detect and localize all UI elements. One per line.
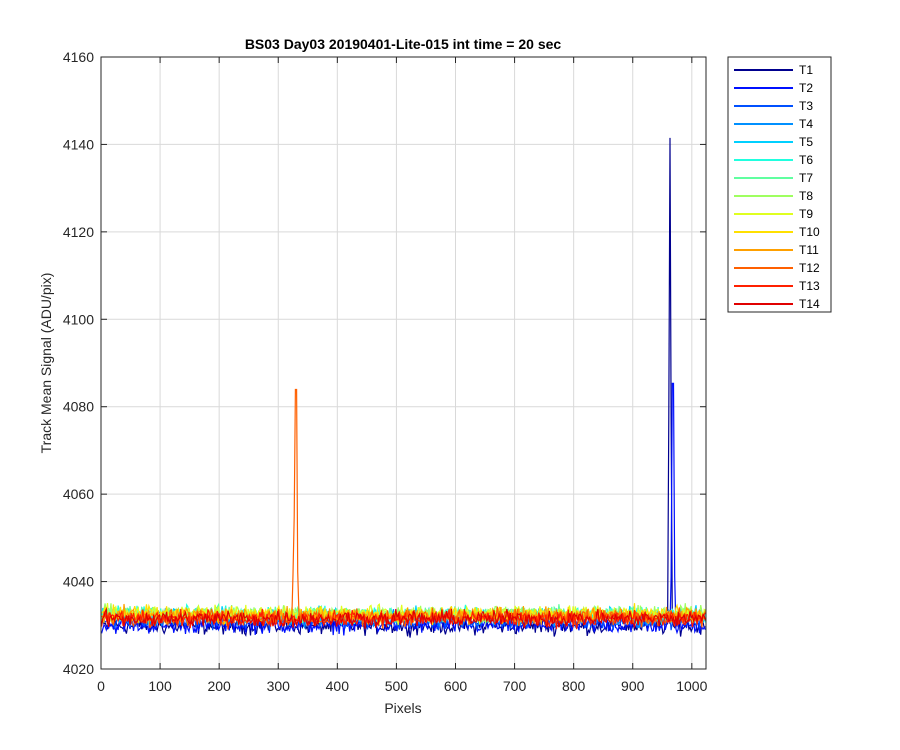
- legend-label: T12: [799, 261, 820, 275]
- series-lines: [101, 137, 706, 638]
- legend-label: T2: [799, 81, 813, 95]
- x-tick-label: 800: [562, 678, 586, 694]
- legend-label: T1: [799, 63, 813, 77]
- y-tick-label: 4040: [63, 574, 94, 590]
- legend-label: T6: [799, 153, 813, 167]
- y-tick-label: 4140: [63, 136, 94, 152]
- legend-label: T9: [799, 207, 813, 221]
- chart-title: BS03 Day03 20190401-Lite-015 int time = …: [245, 36, 562, 52]
- plot-frame: [100, 56, 707, 670]
- y-tick-label: 4120: [63, 224, 94, 240]
- x-tick-label: 300: [267, 678, 291, 694]
- y-tick-label: 4160: [63, 49, 94, 65]
- legend-label: T4: [799, 117, 813, 131]
- legend-label: T13: [799, 279, 820, 293]
- y-tick-label: 4100: [63, 311, 94, 327]
- x-tick-label: 0: [97, 678, 105, 694]
- y-axis-title: Track Mean Signal (ADU/pix): [38, 273, 54, 454]
- x-tick-label: 400: [326, 678, 350, 694]
- y-tick-label: 4080: [63, 399, 94, 415]
- legend-label: T3: [799, 99, 813, 113]
- y-tick-label: 4060: [63, 486, 94, 502]
- legend-label: T7: [799, 171, 813, 185]
- series-line-t14: [101, 606, 706, 629]
- x-tick-label: 100: [148, 678, 172, 694]
- x-axis-title: Pixels: [384, 700, 421, 716]
- legend-label: T10: [799, 225, 820, 239]
- x-tick-label: 200: [207, 678, 231, 694]
- x-tick-label: 1000: [676, 678, 707, 694]
- legend-box: [727, 56, 832, 313]
- x-tick-label: 900: [621, 678, 645, 694]
- y-tick-label: 4020: [63, 661, 94, 677]
- legend-label: T8: [799, 189, 813, 203]
- legend-label: T14: [799, 297, 820, 311]
- grid-lines: [101, 57, 706, 669]
- legend-label: T5: [799, 135, 813, 149]
- plot-area: [101, 57, 706, 669]
- x-tick-label: 700: [503, 678, 527, 694]
- x-tick-label: 500: [385, 678, 409, 694]
- axis-ticks: 0 100 200 300 400 500 600 700 800 900 1000 4020 4040…: [63, 49, 708, 694]
- x-tick-label: 600: [444, 678, 468, 694]
- legend: T1 T2 T3 T4 T5 T6 T7 T8 T9 T10 T11 T12 T13 T14: [727, 56, 832, 313]
- legend-label: T11: [799, 243, 819, 257]
